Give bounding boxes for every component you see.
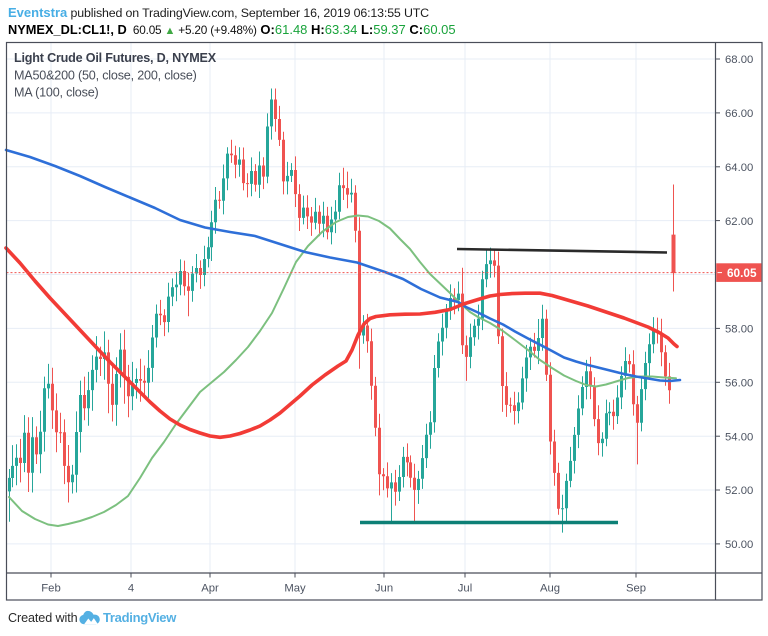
svg-text:Jul: Jul <box>458 583 472 595</box>
svg-text:62.00: 62.00 <box>725 216 753 228</box>
svg-text:Feb: Feb <box>41 583 60 595</box>
svg-text:Sep: Sep <box>626 583 646 595</box>
svg-text:58.00: 58.00 <box>725 324 753 336</box>
svg-text:Jun: Jun <box>375 583 393 595</box>
svg-text:56.00: 56.00 <box>725 378 753 390</box>
svg-text:4: 4 <box>128 583 134 595</box>
svg-text:MA50&200 (50, close, 200, clos: MA50&200 (50, close, 200, close) <box>14 69 197 83</box>
svg-text:52.00: 52.00 <box>725 485 753 497</box>
svg-text:60.05: 60.05 <box>727 266 757 280</box>
svg-text:50.00: 50.00 <box>725 539 753 551</box>
svg-text:54.00: 54.00 <box>725 431 753 443</box>
svg-text:Apr: Apr <box>201 583 219 595</box>
svg-text:66.00: 66.00 <box>725 108 753 120</box>
svg-text:64.00: 64.00 <box>725 162 753 174</box>
svg-text:Aug: Aug <box>540 583 560 595</box>
svg-text:May: May <box>284 583 306 595</box>
svg-text:Light Crude Oil Futures, D, NY: Light Crude Oil Futures, D, NYMEX <box>14 51 217 65</box>
svg-text:MA (100, close): MA (100, close) <box>14 86 99 100</box>
svg-text:68.00: 68.00 <box>725 54 753 66</box>
